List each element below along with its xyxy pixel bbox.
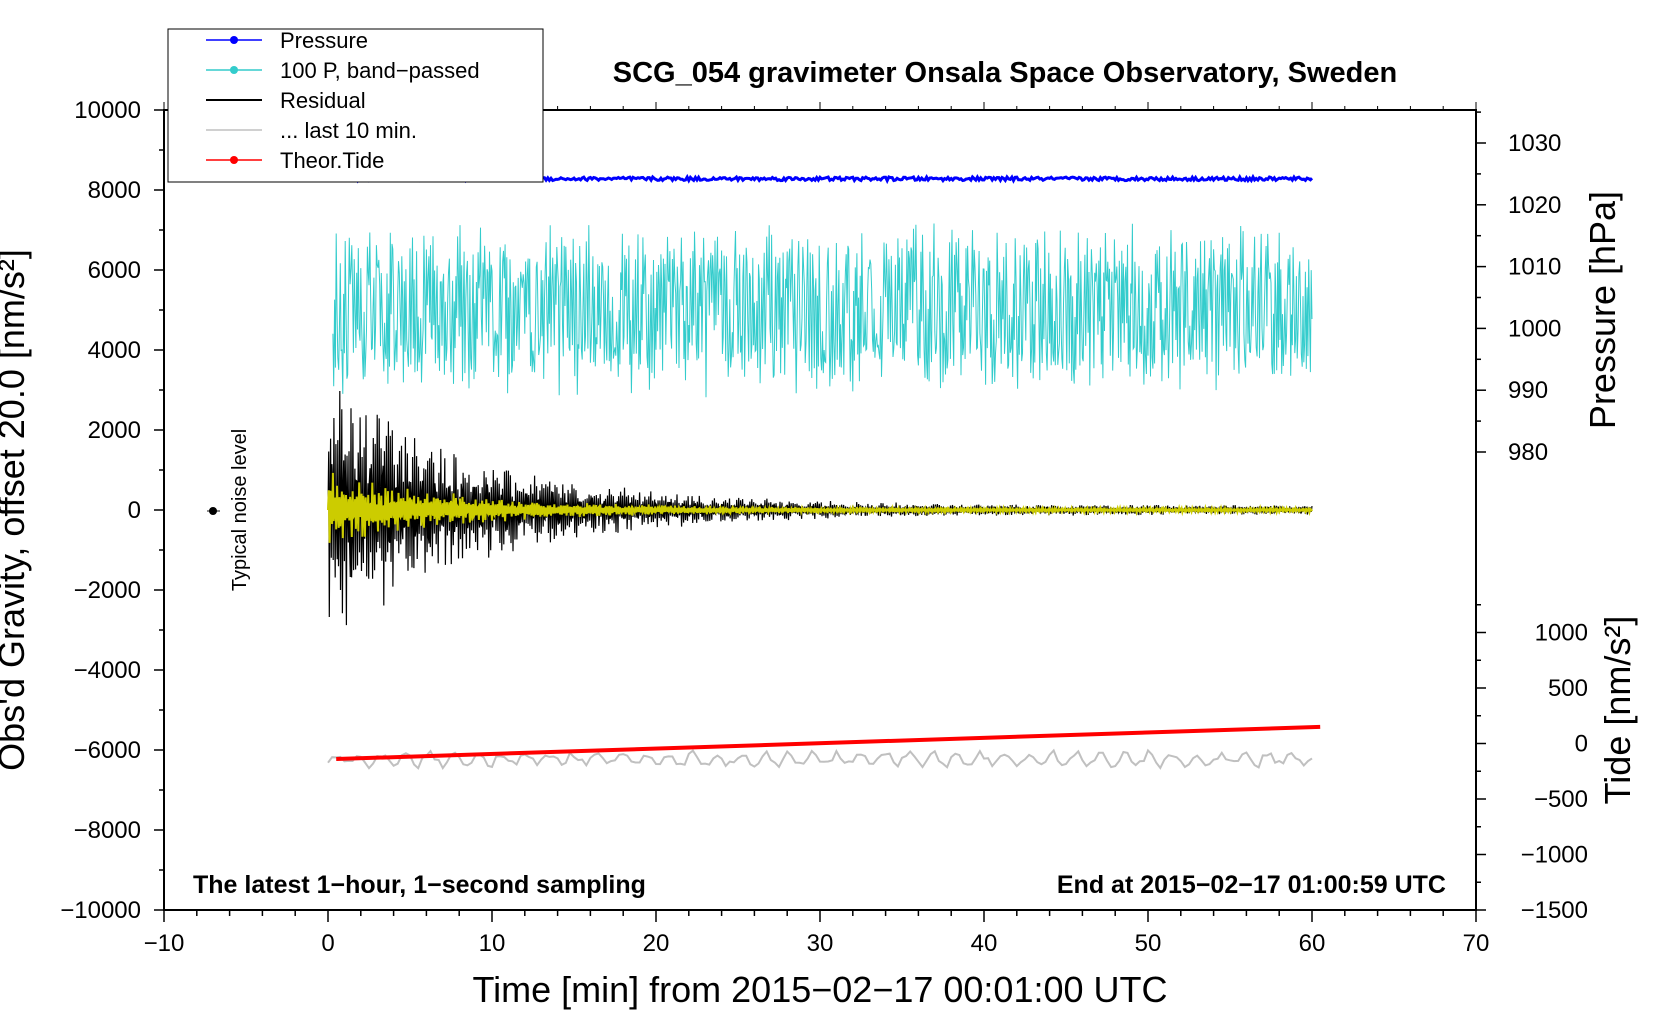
series-residual-bandpassed-line: [327, 472, 1313, 543]
x-axis-title: Time [min] from 2015−02−17 00:01:00 UTC: [472, 969, 1167, 1010]
y-tide-tick-label: 1000: [1535, 620, 1588, 647]
x-tick-label: 0: [321, 930, 334, 957]
y-pressure-tick-label: 990: [1508, 377, 1548, 404]
legend-entry: Theor.Tide: [206, 148, 384, 173]
y-pressure-tick-label: 1020: [1508, 192, 1561, 219]
y-left-tick-label: −4000: [74, 657, 141, 684]
y-left-axis-ticks: 10000 8000 6000 4000 2000 0 −2000 −4000 −6000 −80…: [60, 97, 164, 924]
y-tide-tick-label: 0: [1575, 731, 1588, 758]
y-left-tick-label: −6000: [74, 737, 141, 764]
y-left-tick-label: 10000: [74, 97, 141, 124]
legend-swatch-marker: [230, 156, 238, 164]
legend-label: Pressure: [280, 28, 368, 53]
y-tide-axis-title: Tide [nm/s²]: [1597, 616, 1638, 805]
y-left-axis-title: Obs'd Gravity, offset 20.0 [nm/s²]: [0, 249, 32, 771]
x-tick-label: 20: [643, 930, 670, 957]
legend-label: Residual: [280, 88, 366, 113]
series-theoretical-tide-line: [336, 724, 1321, 762]
y-tide-tick-label: 500: [1548, 675, 1588, 702]
y-left-tick-label: 8000: [88, 177, 141, 204]
y-left-tick-label: −2000: [74, 577, 141, 604]
legend-label: 100 P, band−passed: [280, 58, 480, 83]
y-pressure-tick-label: 1030: [1508, 130, 1561, 157]
legend-entry: Residual: [206, 88, 366, 113]
legend-entry: Pressure: [206, 28, 368, 53]
legend-entry: ... last 10 min.: [206, 118, 417, 143]
chart-title: SCG_054 gravimeter Onsala Space Observat…: [613, 57, 1397, 89]
legend-box: [167, 28, 544, 183]
annotation-sampling: The latest 1−hour, 1−second sampling: [193, 871, 646, 899]
legend-swatch-marker: [230, 36, 238, 44]
legend: Pressure 100 P, band−passed Residual ... la…: [167, 28, 544, 183]
legend-entry: 100 P, band−passed: [206, 58, 480, 83]
x-tick-label: 50: [1135, 930, 1162, 957]
annotation-end-time: End at 2015−02−17 01:00:59 UTC: [1057, 871, 1446, 899]
series-layer: [326, 173, 1321, 771]
y-pressure-tick-label: 1010: [1508, 254, 1561, 281]
x-tick-label: 10: [479, 930, 506, 957]
legend-swatch-marker: [230, 66, 238, 74]
x-tick-label: −10: [144, 930, 185, 957]
y-left-tick-label: 4000: [88, 337, 141, 364]
y-pressure-axis-title: Pressure [hPa]: [1582, 191, 1623, 429]
y-left-tick-label: 2000: [88, 417, 141, 444]
noise-level-dot: [209, 507, 217, 515]
y-pressure-tick-label: 1000: [1508, 315, 1561, 342]
noise-level-marker: Typical noise level: [207, 429, 251, 591]
y-left-tick-label: 0: [128, 497, 141, 524]
x-tick-label: 70: [1463, 930, 1490, 957]
y-tide-axis-ticks: 1000 500 0 −500 −1000 −1500: [1476, 604, 1588, 924]
y-left-tick-label: 6000: [88, 257, 141, 284]
x-tick-label: 60: [1299, 930, 1326, 957]
series-last-10-min-line: [327, 748, 1313, 771]
legend-label: Theor.Tide: [280, 148, 384, 173]
y-tide-tick-label: −1500: [1521, 897, 1588, 924]
x-tick-label: 30: [807, 930, 834, 957]
y-pressure-tick-label: 980: [1508, 439, 1548, 466]
noise-level-label: Typical noise level: [229, 429, 251, 591]
y-tide-tick-label: −500: [1534, 786, 1588, 813]
y-tide-tick-label: −1000: [1521, 842, 1588, 869]
y-left-tick-label: −8000: [74, 817, 141, 844]
legend-label: ... last 10 min.: [280, 118, 417, 143]
series-bandpassed-pressure-line: [332, 223, 1313, 398]
y-left-tick-label: −10000: [60, 897, 141, 924]
y-pressure-axis-ticks: 1030 1020 1010 1000 990 980: [1476, 111, 1561, 466]
x-tick-label: 40: [971, 930, 998, 957]
